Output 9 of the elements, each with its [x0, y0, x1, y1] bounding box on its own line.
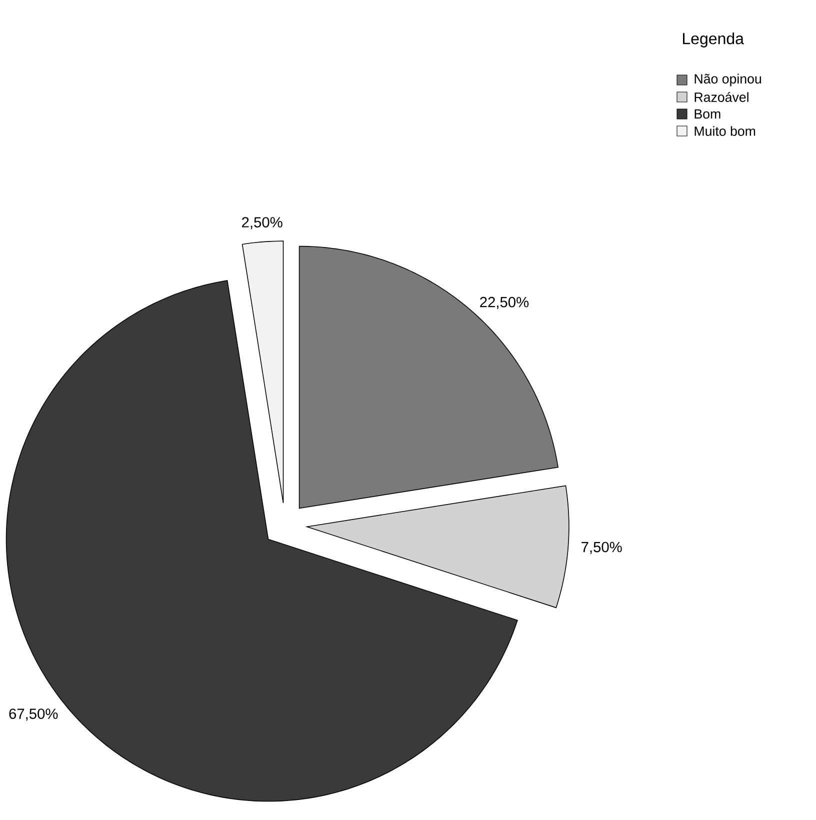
legend-label: Não opinou — [694, 74, 761, 86]
legend-label: Razoável — [694, 92, 748, 102]
legend-label: Muito bom — [694, 126, 756, 136]
data-label: 2,50% — [242, 217, 282, 230]
legend-label: Bom — [694, 109, 720, 119]
data-label: 22,50% — [480, 296, 529, 310]
legend-title: Legenda — [683, 32, 744, 48]
data-label: 7,50% — [582, 542, 622, 554]
data-label: 67,50% — [9, 708, 58, 721]
